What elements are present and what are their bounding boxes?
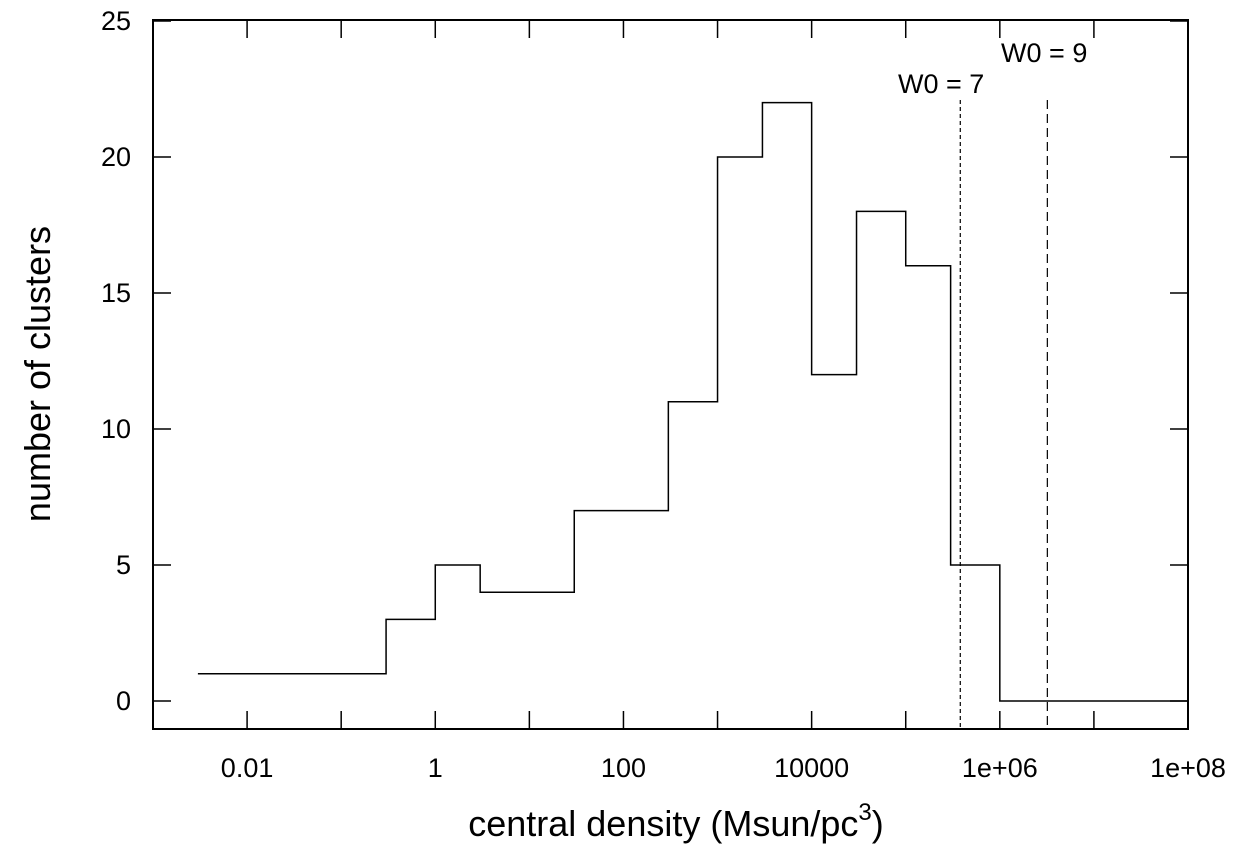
x-tick-label: 1 — [428, 753, 443, 783]
reference-lines: W0 = 7 W0 = 9 — [898, 38, 1087, 729]
y-tick-label: 0 — [116, 686, 131, 716]
y-tick-label: 25 — [101, 6, 131, 36]
y-tick-label: 20 — [101, 142, 131, 172]
y-tick-label: 10 — [101, 414, 131, 444]
axis-ticks — [152, 20, 1189, 729]
x-tick-label: 10000 — [774, 753, 849, 783]
y-tick-label: 5 — [116, 550, 131, 580]
x-axis-label-main: central density (Msun/pc — [468, 803, 858, 844]
histogram-step-line — [197, 101, 1188, 702]
x-axis-label-close: ) — [872, 803, 884, 844]
x-axis-label: central density (Msun/pc3) — [468, 799, 884, 844]
reference-line-label: W0 = 7 — [898, 69, 984, 99]
x-tick-label: 1e+08 — [1150, 753, 1226, 783]
x-tick-label: 0.01 — [221, 753, 274, 783]
plot-frame — [152, 19, 1189, 730]
x-tick-label: 100 — [601, 753, 646, 783]
x-tick-label: 1e+06 — [962, 753, 1038, 783]
y-axis-label: number of clusters — [17, 226, 58, 522]
tick-labels: 0.01 1 100 10000 1e+06 1e+08 0 5 10 15 20 25 — [101, 6, 1226, 783]
y-tick-label: 15 — [101, 278, 131, 308]
x-axis-label-superscript: 3 — [858, 799, 871, 826]
reference-line-label: W0 = 9 — [1001, 38, 1087, 68]
